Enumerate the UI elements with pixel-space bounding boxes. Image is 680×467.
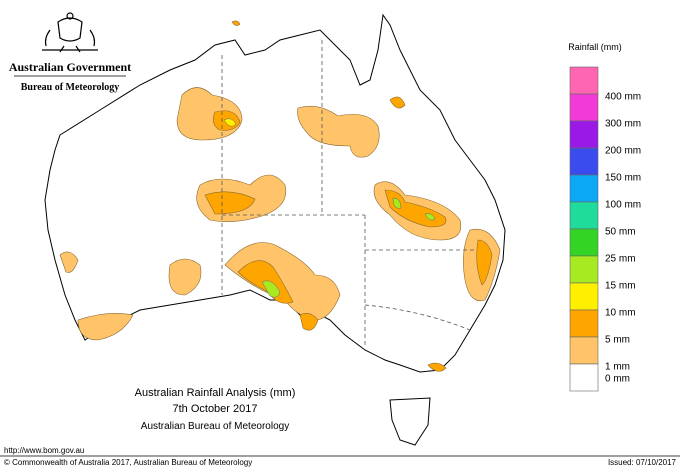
legend-label: 50 mm (605, 227, 636, 238)
australia (44, 13, 506, 446)
legend: 400 mm 300 mm 200 mm 150 mm 100 mm 50 mm 25 mm… (569, 66, 641, 392)
legend-swatch (569, 282, 599, 311)
legend-swatch (569, 309, 599, 338)
bureau: Bureau of Meteorology (21, 82, 120, 93)
legend-label: 25 mm (605, 254, 636, 265)
legend-swatch (569, 174, 599, 203)
legend-swatch (569, 147, 599, 176)
legend-swatch (569, 66, 599, 95)
footer-copyright: © Commonwealth of Australia 2017, Austra… (4, 458, 252, 467)
map-title: Australian Rainfall Analysis (mm) (135, 387, 296, 399)
crest (42, 12, 98, 53)
legend-label: 300 mm (605, 119, 641, 130)
legend-label: 150 mm (605, 173, 641, 184)
legend-swatch (569, 201, 599, 230)
legend-label: 15 mm (605, 281, 636, 292)
agency: Australian Government (9, 60, 131, 74)
footer-issued: Issued: 07/10/2017 (608, 458, 677, 467)
legend-label: 5 mm (605, 335, 630, 346)
legend-swatch (569, 363, 599, 392)
legend-swatch (569, 120, 599, 149)
legend-label: 1 mm (605, 362, 630, 373)
legend-label: 100 mm (605, 200, 641, 211)
legend-label: 0 mm (605, 374, 630, 385)
legend-label: 200 mm (605, 146, 641, 157)
legend-swatch (569, 255, 599, 284)
legend-label: 10 mm (605, 308, 636, 319)
map-date: 7th October 2017 (172, 403, 257, 415)
legend-swatch (569, 93, 599, 122)
legend-swatch (569, 228, 599, 257)
legend-label: 400 mm (605, 92, 641, 103)
legend-title: Rainfall (mm) (568, 42, 622, 52)
map-source: Australian Bureau of Meteorology (141, 421, 289, 432)
legend-swatch (569, 336, 599, 365)
footer-url: http://www.bom.gov.au (4, 446, 84, 455)
